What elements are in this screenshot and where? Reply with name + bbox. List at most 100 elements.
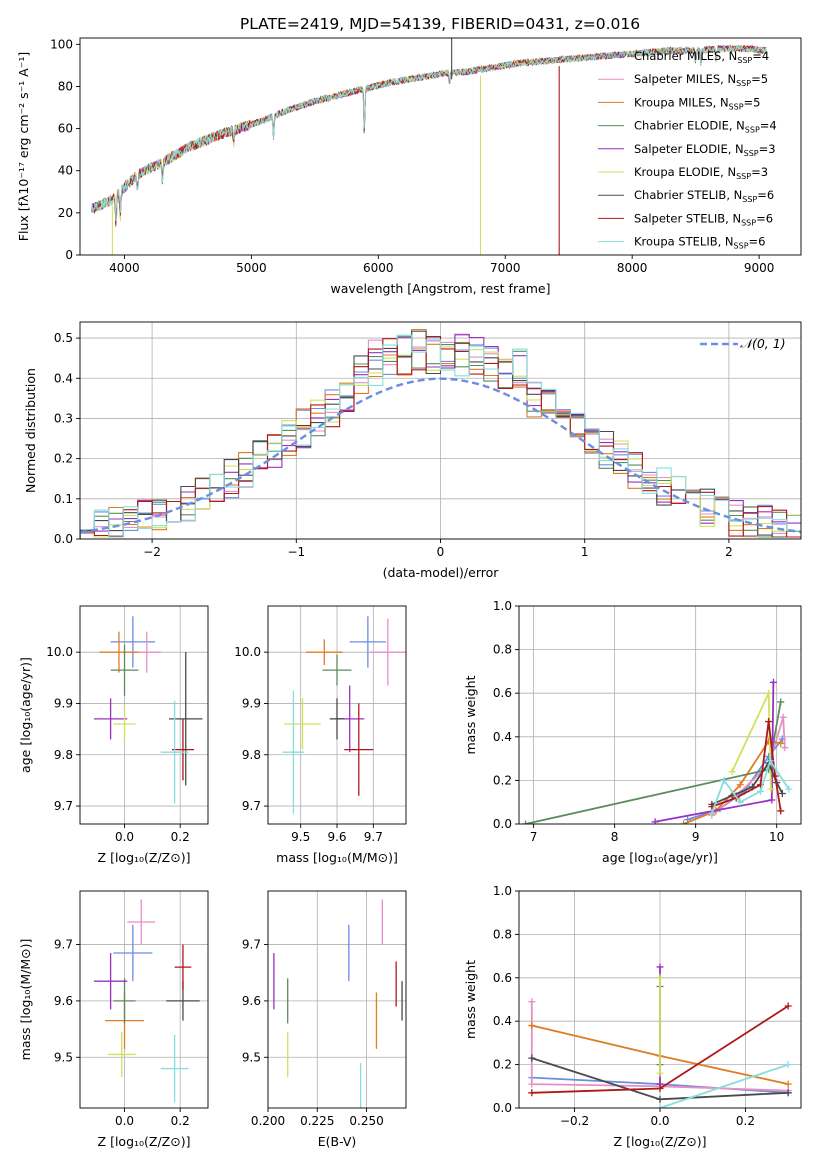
chart-mass-vs-ebv: 0.200 0.225 0.250 9.5 9.6 9.7 E(B-V) (242, 890, 407, 1149)
x-tick-label: 0.2 (171, 1114, 190, 1128)
weight-marker (528, 1089, 536, 1097)
weight-marker (767, 785, 775, 793)
x-tick-label: 9.6 (327, 830, 346, 844)
chart-age-vs-mass: 9.5 9.6 9.7 9.7 9.8 9.9 10.0 mass [log₁₀(M/M⊙)] (234, 605, 407, 865)
chart-age-vs-z: 0.0 0.2 9.7 9.8 9.9 10.0 Z [log₁₀(Z/Z⊙)] age [l… (18, 605, 209, 865)
x-tick-label: 8 (611, 830, 619, 844)
x-axis-label: Z [log₁₀(Z/Z⊙)] (614, 1134, 707, 1149)
x-axis-label: Z [log₁₀(Z/Z⊙)] (98, 1134, 191, 1149)
y-tick-label: 0.6 (493, 971, 512, 985)
x-tick-label: 9 (692, 830, 700, 844)
weight-marker (656, 963, 664, 971)
y-tick-label: 9.7 (242, 938, 261, 952)
x-tick-label: 0.0 (115, 1114, 134, 1128)
y-tick-label: 0 (65, 248, 73, 262)
x-tick-label: 0.250 (349, 1114, 383, 1128)
figure-title: PLATE=2419, MJD=54139, FIBERID=0431, z=0… (240, 15, 640, 33)
y-axis-label: age [log₁₀(age/yr)] (18, 657, 33, 773)
chart-spectrum: 4000 5000 6000 7000 8000 9000 0 20 40 60 80 100 wave… (16, 37, 802, 296)
y-axis-label: mass weight (463, 675, 478, 754)
histogram-kroupa-stelib (80, 334, 801, 539)
y-tick-label: 0.6 (493, 686, 512, 700)
weight-line-kroupa-stelib (711, 758, 790, 814)
weight-marker (528, 998, 536, 1006)
x-tick-label: 0.0 (115, 830, 134, 844)
legend-label: 𝒩(0, 1) (740, 336, 786, 351)
x-tick-label: 8000 (617, 261, 648, 275)
y-tick-label: 20 (58, 206, 73, 220)
y-tick-label: 0.4 (493, 730, 512, 744)
x-tick-label: 9.5 (291, 830, 310, 844)
chart-weight-vs-age: 7 8 9 10 0.0 0.2 0.4 0.6 0.8 1.0 age [log₁₀(age/yr… (463, 599, 802, 865)
x-tick-label: −1 (287, 545, 305, 559)
weight-line-salpeter-miles (530, 1001, 789, 1092)
x-tick-label: 7 (530, 830, 538, 844)
x-axis-label: Z [log₁₀(Z/Z⊙)] (98, 850, 191, 865)
weight-marker (521, 820, 529, 824)
weight-marker (720, 776, 728, 784)
x-tick-label: 7000 (490, 261, 521, 275)
y-tick-label: 9.9 (242, 696, 261, 710)
y-tick-label: 0.4 (493, 1014, 512, 1028)
x-tick-label: 9.7 (364, 830, 383, 844)
weight-marker (680, 820, 687, 824)
y-tick-label: 1.0 (493, 599, 512, 613)
legend-label: Kroupa MILES, NSSP=5 (634, 95, 760, 111)
weight-marker (656, 1069, 664, 1077)
legend-label: Chabrier STELIB, NSSP=6 (634, 188, 774, 204)
y-tick-label: 0.5 (54, 331, 73, 345)
x-tick-label: −2 (143, 545, 161, 559)
y-tick-label: 0.0 (493, 1101, 512, 1115)
weight-marker (784, 1089, 792, 1097)
y-tick-label: 9.5 (242, 1050, 261, 1064)
x-axis-label: E(B-V) (318, 1134, 357, 1149)
y-tick-label: 0.0 (493, 817, 512, 831)
y-tick-label: 0.2 (493, 1058, 512, 1072)
y-tick-label: 60 (58, 122, 73, 136)
chart-residuals: −2 −1 0 1 2 0.0 0.1 0.2 0.3 0.4 0.5 (data-model)/er… (23, 321, 802, 580)
x-tick-label: 2 (725, 545, 733, 559)
weight-marker (766, 757, 774, 765)
legend-label: Salpeter MILES, NSSP=5 (634, 72, 768, 88)
x-tick-label: 1 (581, 545, 589, 559)
weight-marker (656, 1104, 664, 1108)
weight-marker (528, 1022, 536, 1030)
weight-marker (781, 744, 789, 752)
legend-label: Kroupa STELIB, NSSP=6 (634, 235, 765, 251)
y-axis-label: Flux [fλ10⁻¹⁷ erg cm⁻² s⁻¹ A⁻¹] (16, 52, 31, 241)
x-axis-label: mass [log₁₀(M/M⊙)] (276, 850, 398, 865)
y-tick-label: 0.1 (54, 492, 73, 506)
y-tick-label: 0.8 (493, 643, 512, 657)
y-tick-label: 9.6 (54, 994, 73, 1008)
y-tick-label: 9.7 (242, 799, 261, 813)
weight-marker (768, 796, 776, 804)
axes-frame (79, 890, 209, 1109)
weight-marker (777, 807, 785, 815)
y-tick-label: 0.2 (54, 452, 73, 466)
weight-marker (765, 718, 773, 726)
x-tick-label: 4000 (109, 261, 140, 275)
weight-marker (784, 1061, 792, 1069)
weight-marker (528, 1080, 536, 1088)
weight-line-kroupa-stelib (659, 1063, 789, 1108)
y-tick-label: 9.8 (54, 748, 73, 762)
weight-marker (656, 1095, 664, 1103)
weight-marker (769, 678, 777, 686)
weight-marker (756, 787, 764, 795)
weight-marker (736, 798, 744, 806)
y-tick-label: 0.4 (54, 371, 73, 385)
weight-line-chabrier-stelib (711, 761, 784, 806)
x-axis-label: (data-model)/error (383, 565, 500, 580)
y-axis-label: mass weight (463, 960, 478, 1039)
y-tick-label: 9.7 (54, 799, 73, 813)
axes-frame (267, 890, 407, 1109)
x-tick-label: 10 (769, 830, 784, 844)
x-tick-label: 0 (437, 545, 445, 559)
weight-marker (778, 789, 786, 797)
x-axis-label: wavelength [Angstrom, rest frame] (330, 281, 550, 296)
y-tick-label: 0.3 (54, 411, 73, 425)
legend-label: Kroupa ELODIE, NSSP=3 (634, 165, 768, 181)
gaussian-curve (80, 377, 801, 534)
weight-marker (784, 1002, 792, 1010)
histogram-salpeter-stelib (80, 336, 801, 539)
